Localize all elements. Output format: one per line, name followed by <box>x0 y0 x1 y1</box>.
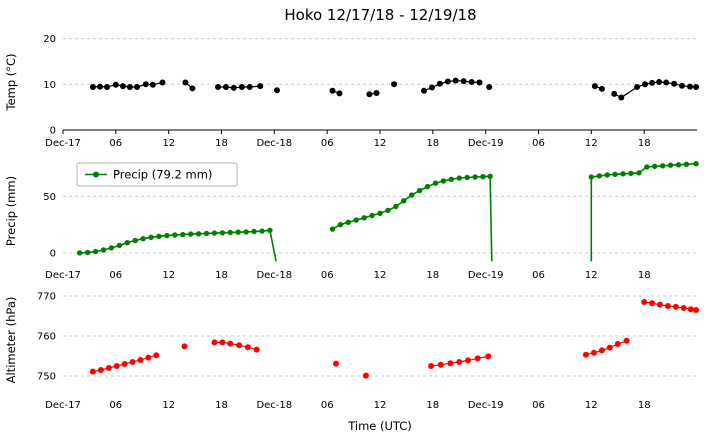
altimeter-subplot: 750 760 770 Dec-17 06 12 18 Dec-18 06 12 18 Dec-19 0… <box>4 292 700 433</box>
svg-text:06: 06 <box>532 270 545 281</box>
svg-text:Dec-19: Dec-19 <box>468 138 504 149</box>
svg-text:06: 06 <box>532 138 545 149</box>
svg-text:18: 18 <box>638 400 651 411</box>
svg-text:770: 770 <box>37 292 56 303</box>
svg-text:18: 18 <box>426 270 439 281</box>
svg-text:12: 12 <box>162 400 175 411</box>
svg-text:Dec-18: Dec-18 <box>256 138 292 149</box>
svg-text:Dec-17: Dec-17 <box>45 138 81 149</box>
precipitation-xtick-labels: Dec-17 06 12 18 Dec-18 06 12 18 Dec-19 06 12 18 <box>45 270 650 281</box>
svg-text:12: 12 <box>585 270 598 281</box>
svg-text:18: 18 <box>638 270 651 281</box>
precipitation-ylabel: Precip (mm) <box>4 176 18 246</box>
svg-text:06: 06 <box>109 400 122 411</box>
svg-text:18: 18 <box>215 138 228 149</box>
svg-text:12: 12 <box>374 400 387 411</box>
svg-text:06: 06 <box>321 138 334 149</box>
svg-text:06: 06 <box>532 400 545 411</box>
svg-text:750: 750 <box>37 372 56 383</box>
svg-text:760: 760 <box>37 332 56 343</box>
precip-legend: Precip (79.2 mm) <box>76 162 238 187</box>
svg-text:Dec-17: Dec-17 <box>45 400 81 411</box>
precipitation-series <box>77 161 699 262</box>
precipitation-subplot: 0 50 Dec-17 06 12 18 Dec-18 06 12 18 Dec-19 06 12 18 P… <box>4 161 699 281</box>
time-axis-label: Time (UTC) <box>347 419 412 433</box>
temperature-subplot: 0 10 20 Dec-17 06 12 18 Dec-18 06 12 18 Dec-19 06 12 1… <box>4 34 700 149</box>
svg-text:12: 12 <box>585 138 598 149</box>
legend-label: Precip (79.2 mm) <box>113 168 212 182</box>
svg-text:20: 20 <box>43 34 56 45</box>
svg-text:18: 18 <box>638 138 651 149</box>
svg-text:12: 12 <box>374 270 387 281</box>
svg-text:18: 18 <box>215 400 228 411</box>
chart-title: Hoko 12/17/18 - 12/19/18 <box>284 6 477 24</box>
svg-text:12: 12 <box>585 400 598 411</box>
svg-text:12: 12 <box>374 138 387 149</box>
svg-text:18: 18 <box>426 138 439 149</box>
altimeter-xtick-labels: Dec-17 06 12 18 Dec-18 06 12 18 Dec-19 06 12 18 <box>45 400 650 411</box>
svg-text:50: 50 <box>43 192 56 203</box>
temperature-xtick-labels: Dec-17 06 12 18 Dec-18 06 12 18 Dec-19 06 12 18 <box>45 138 650 149</box>
svg-text:0: 0 <box>50 248 56 259</box>
svg-text:10: 10 <box>43 80 56 91</box>
temperature-x-axis <box>62 129 697 134</box>
svg-text:18: 18 <box>426 400 439 411</box>
svg-text:06: 06 <box>109 138 122 149</box>
svg-text:0: 0 <box>50 126 56 137</box>
svg-text:Dec-18: Dec-18 <box>256 270 292 281</box>
svg-text:06: 06 <box>321 270 334 281</box>
temperature-ylabel: Temp (°C) <box>4 53 18 111</box>
svg-text:Dec-17: Dec-17 <box>45 270 81 281</box>
temperature-series <box>89 77 700 101</box>
svg-text:06: 06 <box>321 400 334 411</box>
svg-text:Dec-19: Dec-19 <box>468 400 504 411</box>
altimeter-series <box>89 299 700 379</box>
svg-text:Dec-18: Dec-18 <box>256 400 292 411</box>
altimeter-grid-and-yticks: 750 760 770 <box>37 292 697 383</box>
precipitation-grid-and-yticks: 0 50 <box>43 192 697 259</box>
svg-text:06: 06 <box>109 270 122 281</box>
svg-text:12: 12 <box>162 270 175 281</box>
svg-text:12: 12 <box>162 138 175 149</box>
svg-text:Dec-19: Dec-19 <box>468 270 504 281</box>
legend-dot-marker <box>93 171 99 178</box>
svg-text:18: 18 <box>215 270 228 281</box>
altimeter-ylabel: Altimeter (hPa) <box>4 297 18 384</box>
